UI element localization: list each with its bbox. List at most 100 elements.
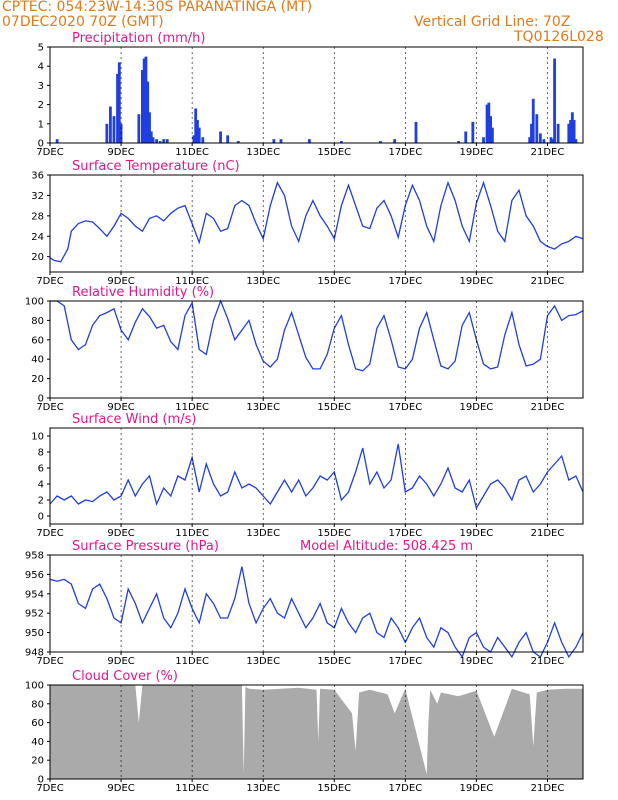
plot-frame — [49, 46, 584, 144]
y-tick-label: 956 — [25, 570, 44, 581]
x-tick-label: 9DEC — [107, 276, 134, 287]
x-tick-label: 11DEC — [175, 783, 209, 794]
x-tick-label: 15DEC — [317, 402, 351, 413]
panel-cloud-cover: Cloud Cover (%) 0 20 40 60 80 100 7DEC 9DEC 11DEC… — [25, 669, 584, 794]
precip-bar — [528, 137, 532, 143]
x-tick-label: 11DEC — [175, 402, 209, 413]
plot-frame — [49, 554, 584, 653]
y-tick-label: 950 — [25, 628, 44, 639]
precip-bar — [551, 139, 555, 143]
precip-bar — [117, 62, 121, 143]
y-tick-label: 10 — [31, 432, 44, 443]
header-date: 07DEC2020 70Z (GMT) — [2, 14, 164, 30]
precip-bar — [109, 106, 112, 143]
y-tick-label: 1 — [38, 119, 44, 130]
y-tick-label: 952 — [25, 609, 44, 620]
y-tick-label: 4 — [38, 62, 44, 73]
precip-bar — [236, 141, 240, 143]
precip-bar — [192, 135, 196, 143]
chart-title: Surface Pressure (hPa) — [72, 539, 219, 554]
x-tick-label: 9DEC — [107, 402, 134, 413]
precip-bar — [379, 141, 382, 143]
y-tick-label: 2 — [38, 496, 44, 507]
y-tick-label: 4 — [38, 480, 44, 491]
plot-frame — [49, 300, 584, 399]
precip-bar — [339, 141, 343, 143]
chart-title: Precipitation (mm/h) — [72, 31, 205, 46]
x-tick-label: 15DEC — [317, 528, 351, 539]
chart-title: Relative Humidity (%) — [72, 285, 214, 300]
x-tick-label: 19DEC — [460, 783, 494, 794]
y-tick-label: 60 — [31, 335, 44, 346]
precip-bar — [542, 139, 546, 143]
precip-bar — [144, 56, 148, 143]
x-tick-label: 15DEC — [317, 783, 351, 794]
panel-precipitation: Precipitation (mm/h) 0 1 2 3 4 5 7DEC 9DEC 11DEC 1… — [36, 31, 584, 158]
precip-bar — [569, 119, 572, 143]
x-tick-label: 19DEC — [460, 402, 494, 413]
y-tick-label: 20 — [31, 756, 44, 767]
precip-bar — [148, 112, 151, 143]
x-tick-label: 9DEC — [107, 656, 134, 667]
precip-bar — [158, 141, 162, 143]
x-tick-label: 11DEC — [175, 528, 209, 539]
x-tick-label: 19DEC — [460, 147, 494, 158]
precip-bar — [112, 116, 116, 143]
y-tick-label: 80 — [31, 316, 44, 327]
precip-bar — [219, 131, 222, 143]
x-tick-label: 7DEC — [36, 656, 63, 667]
x-tick-label: 13DEC — [246, 656, 280, 667]
precip-bar — [201, 137, 205, 143]
precip-bar — [55, 139, 59, 143]
y-tick-label: 0 — [38, 512, 44, 523]
precip-bar — [482, 137, 485, 143]
y-tick-label: 2 — [38, 100, 44, 111]
y-tick-label: 954 — [25, 589, 44, 600]
y-tick-label: 100 — [25, 297, 44, 308]
y-tick-label: 0 — [38, 775, 44, 786]
precip-bar — [197, 127, 201, 143]
x-tick-label: 9DEC — [107, 783, 134, 794]
x-tick-label: 15DEC — [317, 147, 351, 158]
x-tick-label: 13DEC — [246, 147, 280, 158]
precip-bar — [531, 98, 535, 143]
precip-bar — [194, 108, 198, 143]
plot-frame — [49, 427, 584, 525]
x-tick-label: 21DEC — [531, 402, 565, 413]
x-tick-label: 7DEC — [36, 783, 63, 794]
precip-bar — [567, 123, 571, 143]
precip-bar — [574, 139, 578, 143]
y-tick-label: 40 — [31, 355, 44, 366]
x-tick-label: 13DEC — [246, 528, 280, 539]
precip-bar — [457, 141, 461, 143]
header-code: TQ0126L028 — [514, 29, 604, 45]
cloud-area — [50, 685, 583, 779]
x-tick-label: 7DEC — [36, 276, 63, 287]
precip-bar — [553, 58, 556, 143]
precip-bar — [570, 112, 574, 143]
precip-bar — [393, 139, 397, 143]
x-tick-label: 13DEC — [246, 402, 280, 413]
precip-bar — [142, 58, 146, 143]
plot-frame — [49, 684, 584, 780]
panel-surface-wind: Surface Wind (m/s) 0 2 4 6 8 10 7DEC 9DEC 11DEC 13… — [31, 412, 584, 539]
precip-bar — [307, 139, 311, 143]
pressure-line — [49, 566, 584, 659]
x-tick-label: 11DEC — [175, 656, 209, 667]
y-tick-label: 24 — [31, 232, 44, 243]
x-tick-label: 17DEC — [388, 402, 422, 413]
x-tick-label: 19DEC — [460, 528, 494, 539]
y-tick-label: 3 — [38, 81, 44, 92]
y-tick-label: 60 — [31, 718, 44, 729]
x-tick-label: 11DEC — [175, 147, 209, 158]
x-tick-label: 15DEC — [317, 656, 351, 667]
precip-bar — [155, 139, 158, 143]
precip-bar — [140, 70, 144, 143]
y-tick-label: 32 — [31, 191, 44, 202]
x-tick-label: 21DEC — [531, 783, 565, 794]
x-tick-label: 21DEC — [531, 276, 565, 287]
precip-bar — [226, 135, 230, 143]
panel-surface-temperature: Surface Temperature (nC) 20 24 28 32 36 7DEC 9D… — [31, 159, 584, 287]
x-tick-label: 21DEC — [531, 147, 565, 158]
y-tick-label: 80 — [31, 699, 44, 710]
